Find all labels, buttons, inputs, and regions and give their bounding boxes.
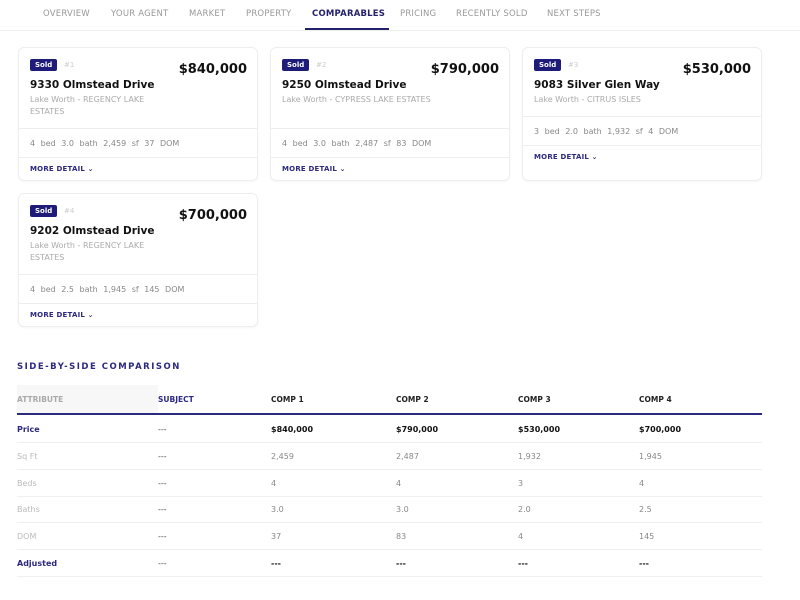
table-cell: --- xyxy=(518,559,528,568)
comp-location: Lake Worth - REGENCY LAKE ESTATES xyxy=(30,95,145,116)
tab-overview[interactable]: OVERVIEW xyxy=(43,9,90,19)
table-cell: $790,000 xyxy=(396,425,439,434)
comparable-card: Sold #2 $790,000 9250 Olmstead Drive Lak… xyxy=(270,47,510,181)
table-cell: $530,000 xyxy=(518,425,561,434)
comp-location: Lake Worth - CITRUS ISLES xyxy=(534,95,641,104)
comp-number: #2 xyxy=(316,61,327,69)
column-header: COMP 1 xyxy=(271,395,304,404)
table-cell: 1,932 xyxy=(518,451,541,461)
table-row: DOM --- 37 83 4 145 xyxy=(17,523,762,551)
comp-number: #1 xyxy=(64,61,75,69)
tab-your-agent[interactable]: YOUR AGENT xyxy=(111,9,169,19)
table-cell: --- xyxy=(158,451,167,461)
tab-property[interactable]: PROPERTY xyxy=(246,9,292,19)
comp-address: 9202 Olmstead Drive xyxy=(30,225,155,237)
sold-badge: Sold xyxy=(30,59,58,71)
table-cell: 145 xyxy=(639,532,655,542)
comp-address: 9083 Silver Glen Way xyxy=(534,79,660,91)
tab-next-steps[interactable]: NEXT STEPS xyxy=(547,9,601,19)
table-cell: --- xyxy=(158,478,167,488)
tab-market[interactable]: MARKET xyxy=(189,9,226,19)
table-cell: --- xyxy=(158,532,167,542)
more-detail-button[interactable]: MORE DETAIL ⌄ xyxy=(30,311,94,319)
table-cell: 2.0 xyxy=(518,505,531,515)
table-cell: 2,459 xyxy=(271,451,294,461)
comp-price: $840,000 xyxy=(178,62,247,77)
row-label: Sq Ft xyxy=(17,451,38,461)
comp-stats: 3 bed 2.0 bath 1,932 sf 4 DOM xyxy=(523,116,761,146)
table-cell: 4 xyxy=(271,478,277,488)
table-cell: --- xyxy=(158,559,167,568)
table-cell: 4 xyxy=(396,478,402,488)
comp-price: $530,000 xyxy=(682,62,751,77)
table-cell: 3.0 xyxy=(271,505,284,515)
comp-stats: 4 bed 3.0 bath 2,487 sf 83 DOM xyxy=(271,128,509,158)
comp-number: #3 xyxy=(568,61,579,69)
table-row: Beds --- 4 4 3 4 xyxy=(17,470,762,497)
table-row: Baths --- 3.0 3.0 2.0 2.5 xyxy=(17,496,762,524)
table-cell: --- xyxy=(396,559,406,568)
column-header: COMP 4 xyxy=(639,395,672,404)
more-detail-button[interactable]: MORE DETAIL ⌄ xyxy=(282,165,346,173)
comparable-card: Sold #1 $840,000 9330 Olmstead Drive Lak… xyxy=(18,47,258,181)
row-label: Baths xyxy=(17,505,40,515)
sold-badge: Sold xyxy=(534,59,562,71)
comp-stats: 4 bed 3.0 bath 2,459 sf 37 DOM xyxy=(19,128,257,158)
column-header: ATTRIBUTE xyxy=(17,395,64,404)
comparable-card: Sold #3 $530,000 9083 Silver Glen Way La… xyxy=(522,47,762,181)
table-cell: 2,487 xyxy=(396,451,419,461)
comp-price: $700,000 xyxy=(178,208,247,223)
more-detail-button[interactable]: MORE DETAIL ⌄ xyxy=(30,165,94,173)
table-row: Sq Ft --- 2,459 2,487 1,932 1,945 xyxy=(17,443,762,470)
attribute-header-bg xyxy=(17,385,158,413)
row-label: Beds xyxy=(17,478,37,488)
table-cell: --- xyxy=(639,559,649,568)
column-header: COMP 2 xyxy=(396,395,429,404)
sold-badge: Sold xyxy=(282,59,310,71)
tab-pricing[interactable]: PRICING xyxy=(400,9,437,19)
table-row: Adjusted --- --- --- --- --- xyxy=(17,550,762,577)
comp-price: $790,000 xyxy=(430,62,499,77)
tab-comparables[interactable]: COMPARABLES xyxy=(312,9,386,19)
table-cell: 4 xyxy=(639,478,645,488)
comparison-title: SIDE-BY-SIDE COMPARISON xyxy=(17,362,181,372)
table-cell: 83 xyxy=(396,532,407,542)
table-cell: $840,000 xyxy=(271,425,314,434)
row-label: Adjusted xyxy=(17,559,58,568)
table-cell: 37 xyxy=(271,532,282,542)
column-header: SUBJECT xyxy=(158,395,194,404)
active-tab-indicator xyxy=(305,28,389,30)
comp-address: 9250 Olmstead Drive xyxy=(282,79,407,91)
table-cell: --- xyxy=(271,559,281,568)
table-cell: 3 xyxy=(518,478,524,488)
comp-stats: 4 bed 2.5 bath 1,945 sf 145 DOM xyxy=(19,274,257,304)
table-cell: --- xyxy=(158,425,167,434)
comparison-header: ATTRIBUTE SUBJECT COMP 1 COMP 2 COMP 3 COMP 4 xyxy=(17,385,762,415)
table-cell: 1,945 xyxy=(639,451,662,461)
tab-recently-sold[interactable]: RECENTLY SOLD xyxy=(456,9,528,19)
table-row: Price --- $840,000 $790,000 $530,000 $700,000 xyxy=(17,416,762,443)
comp-location: Lake Worth - REGENCY LAKE ESTATES xyxy=(30,241,145,262)
more-detail-button[interactable]: MORE DETAIL ⌄ xyxy=(534,153,598,161)
comp-location: Lake Worth - CYPRESS LAKE ESTATES xyxy=(282,95,431,104)
table-cell: $700,000 xyxy=(639,425,682,434)
table-cell: 4 xyxy=(518,532,524,542)
table-cell: --- xyxy=(158,505,167,515)
table-cell: 2.5 xyxy=(639,505,652,515)
table-cell: 3.0 xyxy=(396,505,409,515)
row-label: DOM xyxy=(17,532,37,542)
sold-badge: Sold xyxy=(30,205,58,217)
section-tabs: OVERVIEW YOUR AGENT MARKET PROPERTY COMP… xyxy=(0,0,800,31)
row-label: Price xyxy=(17,425,40,434)
comp-address: 9330 Olmstead Drive xyxy=(30,79,155,91)
comp-number: #4 xyxy=(64,207,75,215)
column-header: COMP 3 xyxy=(518,395,551,404)
comparable-card: Sold #4 $700,000 9202 Olmstead Drive Lak… xyxy=(18,193,258,327)
